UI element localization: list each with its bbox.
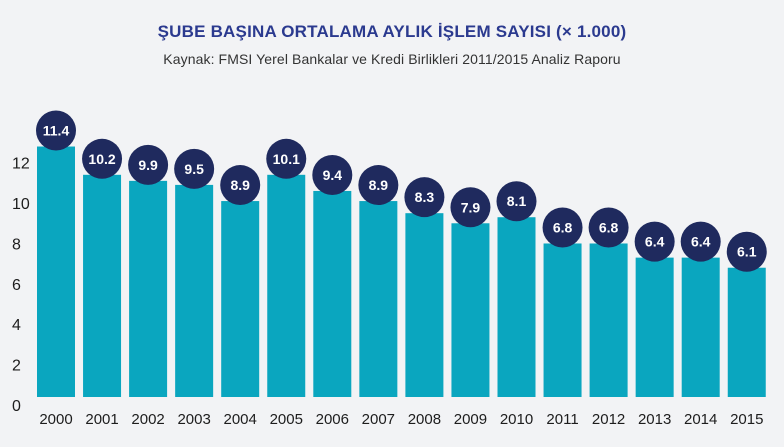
- bar-2013: [635, 257, 674, 397]
- data-label-badge: [404, 177, 445, 218]
- data-label-badge: [358, 165, 399, 206]
- data-label-badge: [450, 187, 491, 228]
- bar-2001: [83, 174, 122, 397]
- data-label: 6.8: [553, 219, 573, 235]
- data-label: 8.9: [369, 177, 389, 193]
- x-tick-label: 2009: [454, 411, 487, 428]
- data-label-badge: [312, 154, 353, 195]
- data-label: 10.2: [88, 151, 115, 167]
- data-label-badge: [496, 181, 537, 222]
- bar-2004: [221, 201, 260, 397]
- data-label-badge: [266, 138, 307, 179]
- x-tick-label: 2007: [362, 411, 395, 428]
- data-label: 6.8: [599, 219, 619, 235]
- bar-2005: [267, 174, 306, 397]
- data-label: 9.4: [323, 167, 343, 183]
- y-tick-label: 12: [12, 156, 30, 173]
- bar-2014: [681, 257, 720, 397]
- bar-2006: [313, 190, 352, 397]
- x-tick-label: 2008: [408, 411, 441, 428]
- data-label-badge: [82, 138, 123, 179]
- bar-2009: [451, 223, 490, 397]
- data-label: 9.5: [184, 161, 204, 177]
- data-label-badge: [588, 207, 629, 248]
- y-tick-label: 2: [12, 358, 21, 375]
- x-tick-label: 2003: [177, 411, 210, 428]
- x-tick-label: 2004: [224, 411, 257, 428]
- data-label: 6.1: [737, 244, 757, 260]
- bar-2000: [37, 146, 75, 397]
- x-tick-label: 2012: [592, 411, 625, 428]
- data-label: 8.1: [507, 193, 527, 209]
- chart-subtitle: Kaynak: FMSI Yerel Bankalar ve Kredi Bir…: [163, 51, 621, 67]
- x-tick-label: 2005: [270, 411, 303, 428]
- y-tick-label: 0: [12, 398, 21, 415]
- y-tick-label: 10: [12, 196, 30, 213]
- bar-2003: [175, 184, 214, 397]
- data-label-badge: [680, 221, 721, 262]
- data-label: 9.9: [138, 157, 158, 173]
- data-label: 11.4: [43, 123, 70, 139]
- data-label-badge: [128, 144, 169, 185]
- data-label: 8.9: [230, 177, 250, 193]
- bar-2002: [129, 180, 168, 397]
- y-tick-label: 8: [12, 236, 21, 253]
- data-label: 6.4: [645, 234, 665, 250]
- data-label: 7.9: [461, 199, 481, 215]
- bar-2010: [497, 217, 536, 397]
- y-tick-label: 6: [12, 277, 21, 294]
- x-tick-label: 2006: [316, 411, 349, 428]
- x-tick-label: 2014: [684, 411, 717, 428]
- data-label-badge: [174, 148, 215, 189]
- x-tick-label: 2010: [500, 411, 533, 428]
- bar-2015: [727, 267, 766, 397]
- x-tick-label: 2000: [39, 411, 72, 428]
- data-label-badge: [634, 221, 675, 262]
- x-tick-label: 2001: [85, 411, 118, 428]
- data-label-badge: [542, 207, 583, 248]
- x-tick-label: 2015: [730, 411, 763, 428]
- data-label-badge: [36, 110, 76, 151]
- data-label-badge: [220, 165, 261, 206]
- bar-2007: [359, 201, 398, 397]
- bar-2011: [543, 243, 582, 397]
- data-label: 6.4: [691, 234, 711, 250]
- y-tick-label: 4: [12, 317, 21, 334]
- bar-2012: [589, 243, 628, 397]
- data-label: 8.3: [415, 189, 435, 205]
- x-tick-label: 2011: [546, 411, 578, 428]
- x-tick-label: 2002: [131, 411, 164, 428]
- data-label: 10.1: [273, 151, 300, 167]
- x-tick-label: 2013: [638, 411, 671, 428]
- data-label-badge: [726, 231, 767, 272]
- bar-2008: [405, 213, 444, 397]
- chart-title: ŞUBE BAŞINA ORTALAMA AYLIK İŞLEM SAYISI …: [157, 22, 627, 41]
